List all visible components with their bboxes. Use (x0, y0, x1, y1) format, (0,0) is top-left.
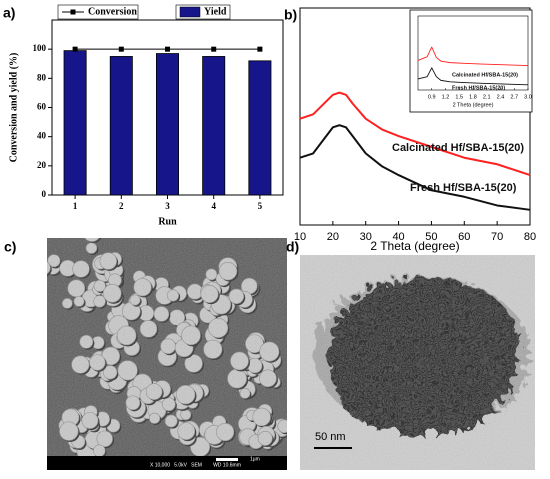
y-tick-label: 20 (37, 160, 47, 170)
tem-image: 50 nm d) (286, 239, 535, 470)
series-label: Fresh Hf/SBA-15(20) (452, 85, 505, 91)
x-tick-label: 4 (211, 201, 216, 211)
marker (257, 46, 263, 52)
series-label: Calcinated Hf/SBA-15(20) (452, 72, 518, 78)
x-axis-label: Run (158, 216, 177, 227)
y-tick-label: 60 (37, 102, 47, 112)
series-label: Calcinated Hf/SBA-15(20) (392, 142, 524, 154)
marker (118, 46, 124, 52)
y-tick-label: 80 (37, 72, 47, 82)
x-tick-label: 2.4 (497, 94, 505, 100)
x-tick-label: 30 (360, 231, 372, 243)
inset-frame (409, 9, 533, 113)
line-series (417, 46, 529, 67)
x-tick-label: 2.7 (510, 94, 518, 100)
x-tick-label: 70 (491, 231, 503, 243)
x-tick-label: 1.2 (442, 94, 450, 100)
x-axis-label: 2 Theta (degree) (370, 239, 459, 253)
bar (109, 56, 133, 196)
y-tick-label: 40 (37, 131, 47, 141)
legend-label: Yield (204, 6, 227, 17)
panel-label: a) (3, 5, 15, 21)
x-tick-label: 60 (458, 231, 470, 243)
bar (202, 56, 226, 196)
x-tick-label: 40 (392, 231, 404, 243)
x-tick-label: 10 (294, 231, 306, 243)
x-tick-label: 3.0 (524, 94, 532, 100)
x-tick-label: 0.9 (428, 94, 436, 100)
x-tick-label: 5 (258, 201, 263, 211)
x-tick-label: 2.1 (483, 94, 491, 100)
x-tick-label: 1 (73, 201, 78, 211)
scale-bar (314, 447, 352, 449)
plot-frame (299, 7, 531, 226)
line-series (299, 91, 531, 177)
tem-noise (300, 255, 535, 470)
bar (63, 50, 87, 196)
panel-label: c) (4, 239, 16, 255)
x-tick-label: 3 (165, 201, 170, 211)
sem-image: 1μm X 10,000 5.0kV SEM WD 10.6mm c) (4, 238, 287, 470)
legend-swatch (179, 6, 201, 18)
panel-label: d) (286, 239, 299, 255)
x-tick-label: 1.8 (469, 94, 477, 100)
scale-label: 1μm (250, 456, 260, 462)
marker (211, 46, 217, 52)
y-axis-label: Conversion and yield (%) (8, 53, 19, 163)
marker (72, 46, 78, 52)
scale-label: 50 nm (315, 431, 346, 443)
panel-label: b) (284, 7, 297, 23)
line-series (417, 67, 529, 86)
x-tick-label: 80 (524, 231, 536, 243)
x-tick-label: 50 (425, 231, 437, 243)
x-axis-label: 2 Theta (degree) (453, 102, 494, 108)
y-tick-label: 0 (42, 189, 47, 199)
series-label: Fresh Hf/SBA-15(20) (410, 182, 517, 194)
bar (248, 60, 272, 196)
sem-noise (47, 238, 287, 458)
legend-marker (70, 9, 76, 15)
scale-bar (216, 458, 238, 461)
legend-bg (57, 4, 139, 20)
marker (165, 46, 170, 52)
x-tick-label: 1.5 (455, 94, 463, 100)
legend-label: Conversion (88, 6, 137, 17)
line-series (299, 124, 531, 211)
bar (156, 53, 179, 196)
x-tick-label: 20 (327, 231, 339, 243)
y-tick-label: 100 (33, 43, 47, 53)
x-tick-label: 2 (119, 201, 124, 211)
sem-info: X 10,000 5.0kV SEM WD 10.6mm (150, 462, 241, 468)
